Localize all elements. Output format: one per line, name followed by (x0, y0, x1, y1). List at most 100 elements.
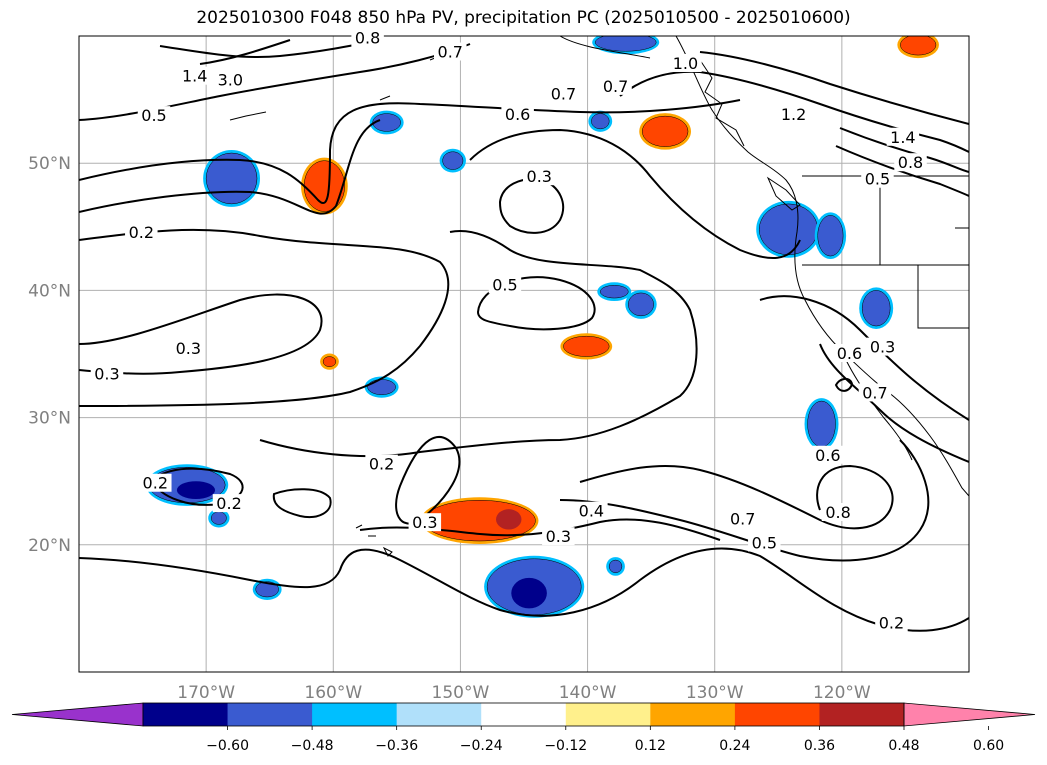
colorbar-tick-label: −0.36 (375, 738, 418, 754)
contour-label-bg (875, 613, 908, 632)
contour-label: 0.5 (752, 534, 777, 553)
contour-label-bg (866, 337, 899, 356)
lon-tick-label: 170°W (177, 683, 235, 703)
vancouver-island (766, 176, 801, 211)
contour-label: 0.5 (492, 275, 517, 294)
colorbar-tick-label: 0.60 (973, 738, 1004, 754)
precip-anomaly-area (210, 511, 227, 525)
precip-anomaly-area (367, 379, 396, 395)
lat-tick-label: 50°N (28, 154, 71, 174)
pv-contour-line (79, 293, 323, 375)
colorbar-segment (481, 703, 567, 726)
precip-anomaly-area (817, 215, 844, 257)
contour-label: 0.2 (129, 223, 154, 242)
contour-label-bg (90, 364, 124, 383)
hawaii-islands (355, 524, 393, 557)
colorbar-tick-label: 0.48 (888, 738, 919, 754)
precip-anomaly-area (591, 113, 610, 130)
contour-label: 0.7 (862, 383, 887, 402)
contour-label-bg (178, 66, 211, 85)
precip-anomaly-area (303, 160, 345, 212)
precip-anomaly-core (176, 481, 216, 500)
colorbar-tick-label: −0.48 (291, 738, 334, 754)
pv-contour-line (259, 230, 698, 458)
contour-label-bg (547, 84, 580, 103)
colorbar-segment (143, 703, 229, 726)
colorbar-tick-label: −0.12 (544, 738, 587, 754)
pv-contour-line (759, 295, 969, 421)
pv-contour-line (559, 439, 930, 562)
contour-labels: 1.4 3.0 0.8 0.7 1.0 0.7 0.7 1.2 1.4 0.8 0.5 0.5 0.6 0… (90, 29, 927, 633)
contour-label: 0.3 (94, 364, 119, 383)
pv-contour-line (79, 99, 741, 205)
precip-anomaly-area (322, 356, 337, 367)
contour-label: 0.7 (603, 77, 628, 96)
precip-anomaly-area (594, 36, 657, 52)
precip-anomaly-area (600, 285, 629, 299)
precip-anomaly-area (900, 36, 937, 56)
colorbar-segment (734, 703, 820, 726)
contour-label-bg (139, 473, 172, 492)
contour-label: 0.6 (505, 105, 530, 124)
contour-label: 0.5 (141, 106, 166, 125)
precip-anomaly-area (372, 113, 401, 132)
contour-label: 0.8 (898, 153, 923, 172)
pv-contour-line (395, 436, 461, 525)
pv-contour-line (79, 119, 381, 215)
contour-label: 1.2 (781, 105, 806, 124)
colorbar-tick-label: 0.36 (804, 738, 835, 754)
precip-anomaly-area (442, 151, 464, 170)
lat-tick-label: 30°N (28, 409, 71, 429)
contour-label-bg (212, 494, 246, 513)
contour-label: 3.0 (218, 71, 243, 90)
precip-anomaly-core (511, 577, 547, 609)
lat-tick-label: 20°N (28, 536, 71, 556)
contour-label: 1.0 (673, 54, 698, 73)
pv-contour-line (272, 488, 332, 518)
pv-contour-layer (79, 39, 969, 632)
contour-label-bg (575, 501, 608, 520)
colorbar-segment (565, 703, 651, 726)
precip-anomaly-area (255, 581, 279, 598)
colorbar-tick-label: −0.60 (206, 738, 249, 754)
contour-label: 0.3 (412, 513, 437, 532)
contour-label: 0.6 (815, 446, 840, 465)
pv-contour-line (79, 547, 969, 632)
colorbar-segment (227, 703, 313, 726)
pv-contour-line (839, 127, 969, 173)
precip-anomaly-area (807, 400, 836, 448)
contour-label: 0.6 (837, 344, 862, 363)
precip-anomaly-area (608, 559, 623, 574)
colorbar-segment (312, 703, 398, 726)
contour-label: 0.4 (579, 502, 604, 521)
precip-anomaly-core (496, 509, 522, 530)
colorbar-segment (650, 703, 736, 726)
pv-contour-line (469, 128, 801, 260)
contour-label-bg (137, 106, 171, 125)
contour-label: 0.3 (870, 338, 895, 357)
chart-title: 2025010300 F048 850 hPa PV, precipitatio… (196, 8, 851, 28)
pv-contour-line (159, 39, 381, 59)
contour-label: 0.7 (438, 43, 463, 62)
contour-label-bg (861, 169, 894, 188)
precip-anomaly-area (641, 115, 689, 147)
contour-label-bg (777, 104, 810, 123)
contour-label: 0.8 (355, 29, 380, 48)
contour-label: 0.5 (865, 170, 890, 189)
contour-label-bg (125, 223, 158, 242)
contour-label: 0.8 (825, 503, 850, 522)
pv-contour-line (498, 178, 565, 234)
pv-contour-line (199, 39, 291, 65)
pv-contour-line (579, 464, 894, 530)
north-america-coastline (675, 36, 969, 497)
contour-label-bg (886, 127, 920, 146)
precipitation-layer (145, 36, 939, 618)
lon-tick-label: 130°W (686, 683, 744, 703)
map-frame (78, 35, 970, 673)
contour-label-bg (669, 53, 702, 72)
contour-label-bg (214, 70, 247, 89)
lon-tick-label: 160°W (304, 683, 362, 703)
pv-contour-line (834, 377, 854, 392)
contour-label: 0.3 (527, 167, 552, 186)
